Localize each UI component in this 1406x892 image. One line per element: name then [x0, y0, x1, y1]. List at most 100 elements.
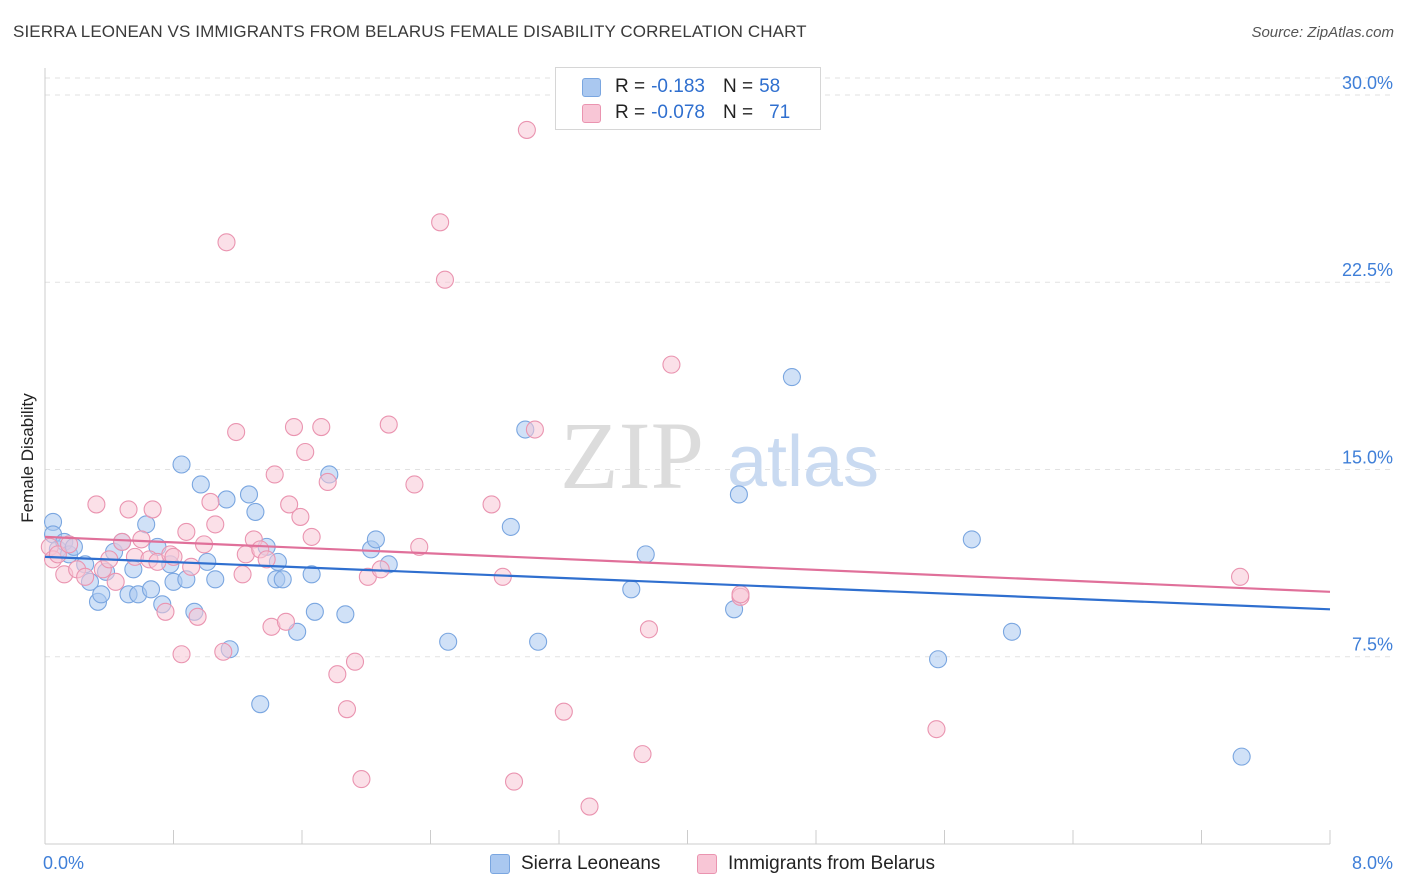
point-immigrants-from-belarus [177, 522, 196, 541]
point-immigrants-from-belarus [76, 567, 95, 586]
point-immigrants-from-belarus [156, 602, 175, 621]
stats-legend: R = -0.183 N = 58 R = -0.078 N = 71 [555, 67, 821, 130]
point-sierra-leoneans [305, 602, 324, 621]
point-immigrants-from-belarus [662, 355, 681, 374]
point-immigrants-from-belarus [227, 422, 246, 442]
point-immigrants-from-belarus [265, 465, 284, 484]
point-immigrants-from-belarus [328, 665, 347, 684]
point-immigrants-from-belarus [291, 507, 310, 526]
point-immigrants-from-belarus [352, 770, 371, 789]
y-axis-label: Female Disability [18, 393, 37, 523]
point-sierra-leoneans [1232, 747, 1251, 766]
data-points [40, 120, 1251, 816]
r-value: -0.078 [651, 102, 705, 123]
r-label: R = [615, 102, 646, 123]
point-immigrants-from-belarus [87, 495, 106, 514]
point-immigrants-from-belarus [276, 612, 295, 631]
y-tick-label: 30.0% [1342, 73, 1393, 93]
legend-label: Immigrants from Belarus [728, 853, 935, 874]
point-sierra-leoneans [782, 368, 801, 387]
point-sierra-leoneans [198, 552, 217, 571]
point-immigrants-from-belarus [639, 620, 659, 639]
point-immigrants-from-belarus [113, 532, 132, 551]
chart-title: SIERRA LEONEAN VS IMMIGRANTS FROM BELARU… [13, 22, 807, 41]
point-sierra-leoneans [962, 530, 981, 549]
n-value: 71 [769, 102, 791, 123]
point-immigrants-from-belarus [233, 565, 252, 584]
legend-swatch-blue [490, 854, 510, 874]
trend-line-sierra-leoneans [44, 555, 1331, 611]
point-immigrants-from-belarus [633, 745, 652, 764]
stats-legend-row-belarus: R = -0.078 N = 71 [582, 102, 790, 124]
watermark: ZIP atlas [560, 402, 879, 509]
point-sierra-leoneans [172, 455, 191, 474]
point-sierra-leoneans [273, 570, 292, 589]
point-sierra-leoneans [529, 632, 548, 651]
point-immigrants-from-belarus [312, 417, 331, 437]
point-sierra-leoneans [217, 490, 236, 509]
point-sierra-leoneans [636, 545, 655, 564]
legend-item-sierra-leoneans[interactable]: Sierra Leoneans [490, 850, 660, 878]
trend-lines [44, 535, 1331, 611]
point-immigrants-from-belarus [410, 537, 429, 556]
point-immigrants-from-belarus [132, 530, 151, 549]
point-immigrants-from-belarus [172, 645, 191, 664]
point-sierra-leoneans [302, 565, 321, 584]
point-sierra-leoneans [729, 485, 748, 504]
point-immigrants-from-belarus [337, 700, 357, 719]
point-sierra-leoneans [206, 570, 225, 589]
point-immigrants-from-belarus [379, 415, 398, 434]
tick-labels: 7.5% 15.0% 22.5% 30.0% 0.0% 8.0% [43, 73, 1393, 873]
legend-swatch-pink [582, 103, 601, 123]
point-sierra-leoneans [366, 530, 385, 549]
r-value: -0.183 [651, 76, 705, 97]
point-immigrants-from-belarus [345, 652, 365, 671]
point-immigrants-from-belarus [1231, 567, 1250, 586]
point-immigrants-from-belarus [927, 720, 946, 739]
r-label: R = [615, 76, 646, 97]
x-tick-label: 0.0% [43, 853, 84, 873]
point-sierra-leoneans [1002, 622, 1022, 641]
n-label: N = [722, 76, 754, 97]
point-immigrants-from-belarus [525, 420, 544, 439]
point-immigrants-from-belarus [504, 772, 524, 791]
legend-item-immigrants-from-belarus[interactable]: Immigrants from Belarus [697, 850, 935, 878]
point-immigrants-from-belarus [435, 270, 455, 289]
point-immigrants-from-belarus [482, 495, 501, 514]
point-sierra-leoneans [622, 580, 641, 599]
point-immigrants-from-belarus [302, 527, 321, 546]
point-immigrants-from-belarus [106, 572, 125, 591]
point-sierra-leoneans [92, 585, 111, 604]
point-sierra-leoneans [191, 475, 210, 494]
point-immigrants-from-belarus [280, 495, 299, 514]
watermark-zip: ZIP [560, 402, 704, 509]
legend-swatch-pink [697, 854, 717, 874]
point-sierra-leoneans [336, 605, 355, 624]
source-label: Source: ZipAtlas.com [1251, 24, 1394, 41]
point-immigrants-from-belarus [554, 702, 573, 721]
point-sierra-leoneans [501, 517, 520, 536]
watermark-atlas: atlas [727, 422, 879, 502]
point-immigrants-from-belarus [405, 475, 424, 494]
point-immigrants-from-belarus [517, 120, 536, 139]
legend-swatch-blue [582, 77, 601, 97]
y-tick-label: 22.5% [1342, 260, 1393, 280]
point-immigrants-from-belarus [284, 417, 304, 437]
point-immigrants-from-belarus [214, 642, 233, 661]
axes [44, 68, 1331, 845]
point-immigrants-from-belarus [182, 557, 201, 576]
point-sierra-leoneans [239, 485, 259, 504]
point-sierra-leoneans [246, 502, 265, 521]
point-immigrants-from-belarus [201, 492, 220, 511]
point-sierra-leoneans [251, 695, 270, 714]
n-label: N = [722, 102, 754, 123]
point-sierra-leoneans [929, 650, 948, 669]
point-immigrants-from-belarus [143, 500, 162, 519]
point-sierra-leoneans [141, 580, 161, 599]
point-immigrants-from-belarus [431, 213, 450, 232]
series-legend: Sierra Leoneans Immigrants from Belarus [0, 850, 1406, 878]
point-immigrants-from-belarus [731, 585, 750, 604]
point-immigrants-from-belarus [206, 515, 225, 534]
y-tick-label: 7.5% [1352, 635, 1393, 655]
